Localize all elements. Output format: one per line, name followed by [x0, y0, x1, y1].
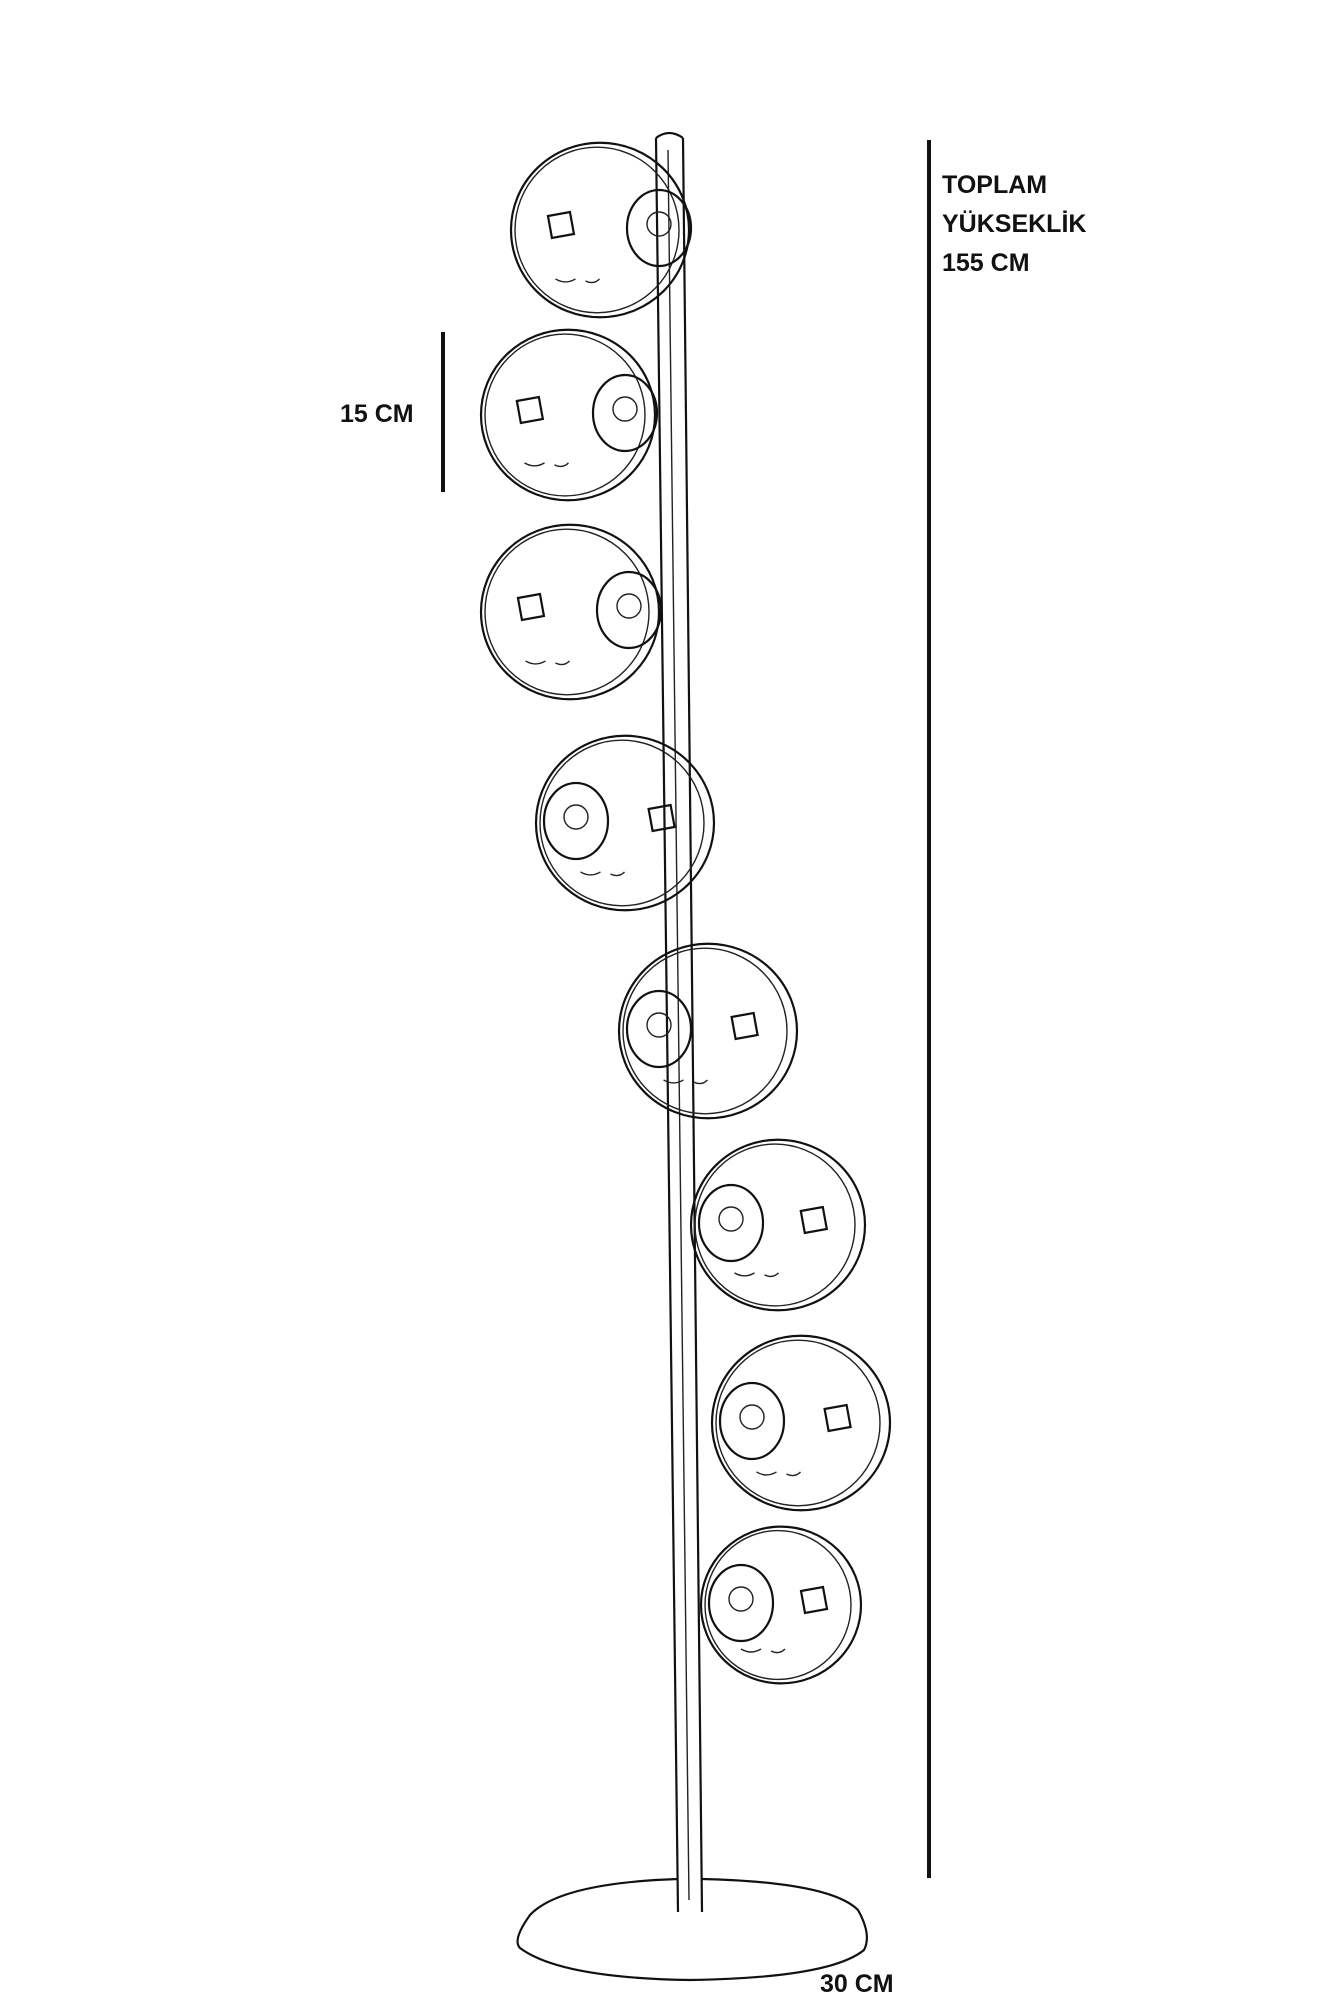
globe-3 — [479, 523, 663, 701]
globe-inner-outline — [715, 1339, 881, 1507]
globe-outline — [479, 523, 661, 701]
bulb-icon — [739, 1404, 765, 1430]
globe-socket — [542, 781, 610, 861]
globe-inner-outline — [484, 528, 650, 696]
reflection-mark — [546, 210, 576, 240]
globe-inner-outline — [622, 947, 788, 1115]
reflection-dots — [734, 1272, 779, 1278]
total-height-line-3: 155 CM — [942, 249, 1030, 277]
globe-diameter-label: 15 CM — [340, 400, 414, 428]
globe-outline — [710, 1334, 892, 1512]
globe-socket — [718, 1381, 786, 1461]
globe-socket — [707, 1563, 775, 1643]
globe-outline — [509, 141, 691, 319]
globe-inner-outline — [694, 1143, 856, 1307]
globe-socket — [625, 989, 693, 1069]
base-diameter-label: 30 CM — [820, 1970, 894, 1998]
globe-inner-outline — [484, 333, 646, 497]
reflection-dots — [524, 462, 569, 468]
bulb-icon — [646, 211, 672, 237]
reflection-dots — [525, 660, 570, 666]
globes-group — [479, 141, 892, 1685]
globe-outline — [479, 328, 657, 502]
reflection-mark — [823, 1403, 852, 1433]
lamp-pole — [654, 131, 704, 1913]
globe-inner-outline — [704, 1529, 852, 1681]
reflection-dots — [580, 871, 625, 877]
reflection-mark — [515, 395, 545, 425]
reflection-dots — [740, 1648, 786, 1654]
globe-inner-outline — [514, 146, 680, 314]
globe-inner-outline — [539, 739, 705, 907]
globe-outline — [617, 942, 799, 1120]
total-height-label: TOPLAM YÜKSEKLİK 155 CM — [942, 166, 1086, 283]
reflection-mark — [799, 1585, 829, 1615]
bulb-icon — [646, 1012, 672, 1038]
bulb-icon — [616, 593, 642, 619]
globe-outline — [534, 734, 716, 912]
total-height-line-1: TOPLAM — [942, 171, 1048, 199]
bulb-icon — [563, 804, 589, 830]
globe-socket — [625, 188, 693, 268]
globe-outline — [689, 1138, 867, 1312]
reflection-mark — [647, 803, 676, 833]
globe-7 — [710, 1334, 892, 1512]
globe-5 — [617, 942, 799, 1120]
globe-8 — [699, 1525, 863, 1685]
reflection-dots — [756, 1471, 801, 1477]
reflection-mark — [799, 1205, 829, 1235]
globe-4 — [534, 734, 716, 912]
globe-socket — [595, 570, 663, 650]
reflection-dots — [663, 1079, 708, 1085]
reflection-dots — [555, 278, 600, 284]
bulb-icon — [612, 396, 638, 422]
bulb-icon — [718, 1206, 744, 1232]
lamp-base — [516, 1877, 869, 1982]
bulb-icon — [728, 1586, 754, 1612]
reflection-mark — [516, 592, 546, 622]
globe-1 — [509, 141, 693, 319]
globe-6 — [689, 1138, 867, 1312]
globe-socket — [591, 373, 659, 453]
reflection-mark — [730, 1011, 759, 1041]
globe-socket — [697, 1183, 765, 1263]
globe-outline — [699, 1525, 863, 1685]
total-height-line-2: YÜKSEKLİK — [942, 210, 1087, 238]
globe-2 — [479, 328, 659, 502]
